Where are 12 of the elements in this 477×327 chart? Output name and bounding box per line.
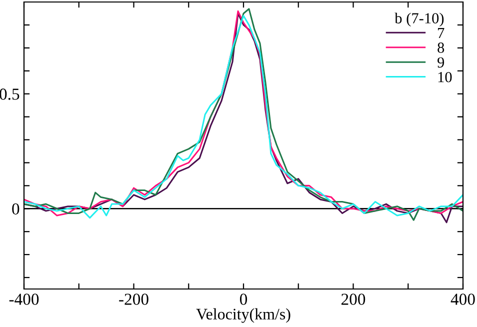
x-tick-label: -200: [119, 294, 148, 305]
y-tick-label: 0.5: [0, 88, 20, 100]
x-tick-label: 400: [450, 294, 475, 305]
legend-label: 10: [438, 72, 452, 82]
x-tick-label: -400: [9, 294, 39, 305]
x-tick-label: 0: [240, 294, 248, 305]
x-tick-label: 200: [341, 294, 366, 305]
legend-title: b (7-10): [394, 12, 444, 27]
legend-label: 9: [438, 57, 444, 68]
legend-label: 8: [438, 42, 444, 53]
x-axis-title: Velocity(km/s): [196, 308, 290, 323]
legend-label: 7: [438, 28, 444, 38]
